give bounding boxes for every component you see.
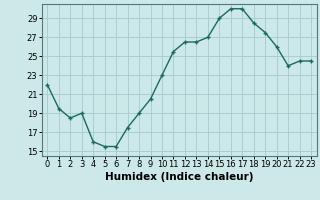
X-axis label: Humidex (Indice chaleur): Humidex (Indice chaleur) — [105, 172, 253, 182]
